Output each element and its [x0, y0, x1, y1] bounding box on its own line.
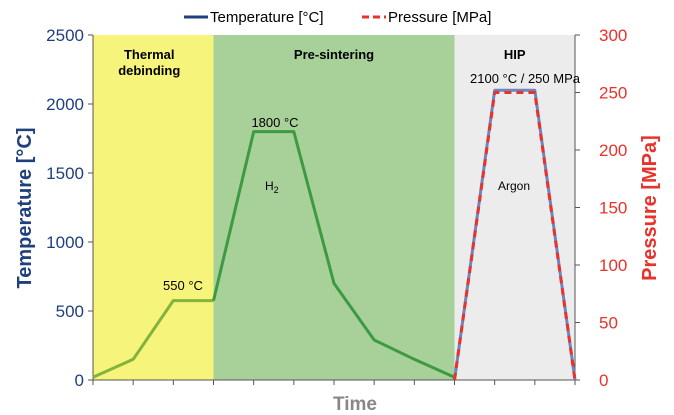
axes: 0 500 1000 1500 2000 2500 0 50 100 150 200 250 300 [46, 26, 627, 390]
series-temperature-presintering [212, 130, 456, 379]
y-left-tick-label: 0 [75, 371, 84, 390]
y-right-tick-label: 300 [599, 26, 627, 45]
stage-label-line: debinding [118, 63, 180, 78]
legend-pressure-label: Pressure [MPa] [388, 9, 491, 26]
annotation-h2: H2 [265, 179, 279, 195]
y-right-tick-label: 100 [599, 256, 627, 275]
legend: Temperature [°C] Pressure [MPa] [184, 9, 491, 26]
y-left-tick-label: 1500 [46, 164, 84, 183]
y-axis-title-right: Pressure [MPa] [639, 135, 661, 281]
stage-bands: Thermal debinding Pre-sintering HIP [93, 35, 575, 380]
y-right-tick-label: 150 [599, 199, 627, 218]
y-right-tick-label: 50 [599, 314, 618, 333]
y-right-tick-label: 0 [599, 371, 608, 390]
annotation-h2-main: H [265, 179, 274, 193]
series-temperature-debinding [92, 299, 214, 379]
stage-label-line: HIP [504, 47, 526, 62]
stage-label-thermal-debinding: Thermal debinding [118, 47, 180, 78]
y-right-tick-label: 250 [599, 84, 627, 103]
stage-label-line: Thermal [124, 47, 175, 62]
series-pressure-hip [453, 91, 577, 381]
y-left-tick-label: 500 [56, 302, 84, 321]
y-left-tick-label: 1000 [46, 233, 84, 252]
stage-label-pre-sintering: Pre-sintering [294, 47, 374, 62]
stage-band-pre-sintering [213, 35, 455, 380]
x-axis-title: Time [333, 394, 377, 415]
annotation-550: 550 °C [163, 278, 203, 293]
stage-label-hip: HIP [504, 47, 526, 62]
legend-temperature-label: Temperature [°C] [210, 9, 324, 26]
annotation-argon: Argon [498, 179, 530, 193]
annotation-hip-peak: 2100 °C / 250 MPa [470, 71, 581, 86]
stage-label-line: Pre-sintering [294, 47, 374, 62]
y-left-tick-label: 2500 [46, 26, 84, 45]
stage-band-thermal-debinding [93, 35, 214, 380]
series-lines [92, 88, 577, 381]
y-axis-title-left: Temperature [°C] [14, 128, 36, 289]
annotation-h2-subscript: 2 [274, 185, 279, 195]
y-left-tick-label: 2000 [46, 95, 84, 114]
y-right-tick-label: 200 [599, 141, 627, 160]
annotation-1800: 1800 °C [251, 115, 298, 130]
stage-band-hip [454, 35, 575, 380]
